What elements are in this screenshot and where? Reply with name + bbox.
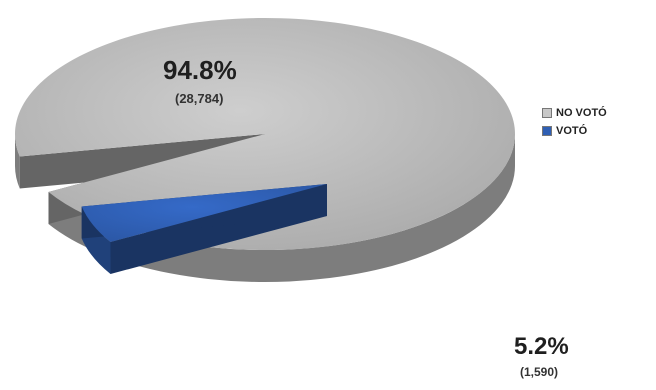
pie-slice-vot — [81, 184, 328, 274]
pie-slice-top — [14, 17, 515, 250]
pie-slice-top — [81, 184, 328, 242]
slice-label-voto-percent: 5.2% — [514, 333, 569, 360]
slice-label-no-voto-percent: 94.8% — [163, 55, 237, 85]
slice-label-no-voto-count: (28,784) — [175, 91, 224, 106]
legend-item-voto: VOTÓ — [542, 122, 607, 140]
pie-slice-wall — [15, 134, 20, 189]
slice-label-voto-count: (1,590) — [520, 365, 559, 379]
chart-legend: NO VOTÓ VOTÓ — [542, 104, 607, 140]
legend-item-no-voto: NO VOTÓ — [542, 104, 607, 122]
pie-slice-edge — [19, 134, 265, 189]
legend-swatch-no-voto — [542, 108, 552, 118]
legend-label-no-voto: NO VOTÓ — [556, 107, 607, 119]
legend-swatch-voto — [542, 126, 552, 136]
legend-label-voto: VOTÓ — [556, 125, 588, 137]
